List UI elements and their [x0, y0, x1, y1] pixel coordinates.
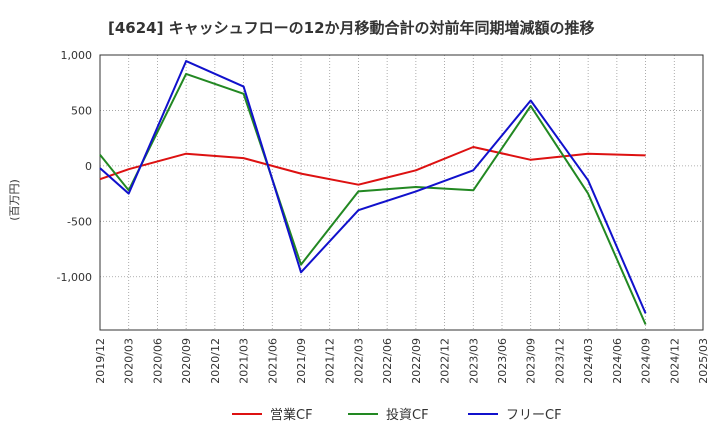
x-tick-label: 2020/09 [180, 338, 193, 384]
y-tick-label: 1,000 [61, 49, 93, 62]
x-tick-label: 2021/12 [324, 338, 337, 384]
x-tick-label: 2024/12 [668, 338, 681, 384]
legend-label: 営業CF [270, 407, 313, 423]
x-tick-label: 2020/06 [151, 338, 164, 384]
legend-label: 投資CF [386, 407, 429, 423]
x-tick-label: 2024/03 [582, 338, 595, 384]
y-tick-label: 0 [85, 160, 92, 173]
x-tick-label: 2019/12 [94, 338, 107, 384]
x-tick-label: 2022/03 [352, 338, 365, 384]
plot-frame [99, 54, 704, 331]
legend-label: フリーCF [506, 408, 562, 423]
legend-item-1: 投資CF [348, 407, 429, 423]
x-tick-label: 2020/12 [209, 338, 222, 384]
plot-area: 1,000 500 0 -500 -1,000 2019/12 2020/03 2020/06… [57, 49, 710, 384]
x-tick-label: 2022/12 [439, 338, 452, 384]
x-tick-label: 2023/06 [496, 338, 509, 384]
x-tick-label: 2023/12 [553, 338, 566, 384]
x-tick-label: 2023/03 [467, 338, 480, 384]
y-tick-label: -500 [67, 215, 92, 228]
x-tick-label: 2024/09 [640, 338, 653, 384]
x-tick-label: 2021/09 [295, 338, 308, 384]
legend: 営業CF 投資CF フリーCF [232, 407, 562, 423]
series-line-1 [99, 72, 647, 325]
legend-item-0: 営業CF [232, 407, 313, 423]
x-tick-label: 2022/09 [410, 338, 423, 384]
series-line-0 [99, 146, 646, 186]
x-tick-label: 2022/06 [381, 338, 394, 384]
x-tick-label: 2025/03 [697, 338, 710, 384]
chart-title: [4624] キャッシュフローの12か月移動合計の対前年同期増減額の推移 [108, 19, 595, 37]
x-tick-label: 2020/03 [123, 338, 136, 384]
y-axis-label: (百万円) [8, 179, 21, 221]
x-tick-label: 2023/09 [525, 338, 538, 384]
x-tick-label: 2024/06 [611, 338, 624, 384]
y-tick-label: -1,000 [57, 271, 92, 284]
x-tick-label: 2021/06 [266, 338, 279, 384]
x-tick-label: 2021/03 [238, 338, 251, 384]
series-line-2 [99, 60, 647, 314]
plot-background [100, 55, 703, 330]
legend-item-2: フリーCF [468, 408, 562, 423]
y-tick-label: 500 [71, 104, 92, 117]
